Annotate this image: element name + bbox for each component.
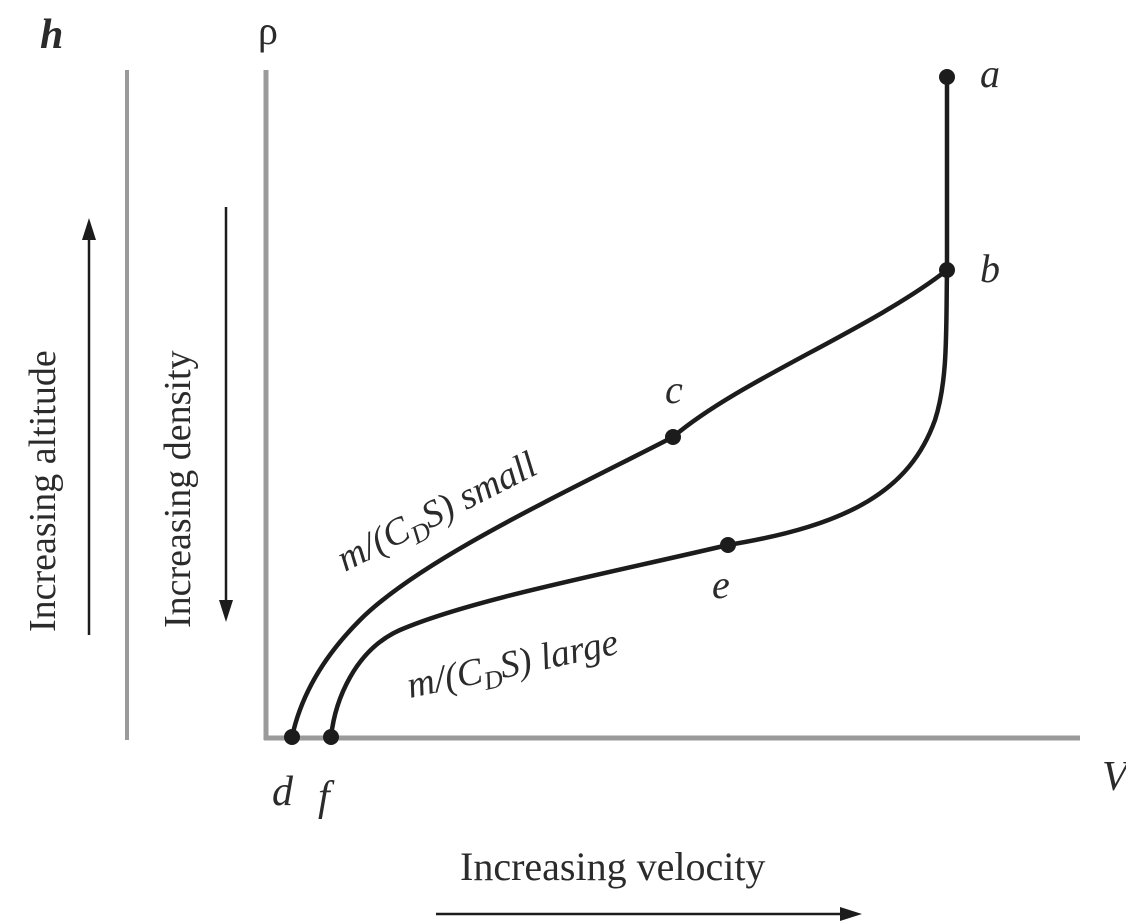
density-arrow-head (219, 600, 233, 622)
point-b (939, 262, 955, 278)
increasing-density-label: Increasing density (157, 350, 199, 628)
point-e-label: e (712, 562, 730, 607)
curve-large-label: m/(CDS) large (403, 621, 623, 712)
point-a (939, 69, 955, 85)
point-f (323, 729, 339, 745)
point-d (284, 729, 300, 745)
curve-small-label-rest: ) small (430, 443, 544, 529)
velocity-arrow-head (840, 907, 862, 921)
altitude-axis-label: h (40, 12, 63, 58)
increasing-altitude-label: Increasing altitude (22, 350, 64, 632)
point-e (720, 537, 736, 553)
point-c (665, 429, 681, 445)
curve-large-label-rest: ) large (512, 621, 622, 684)
point-a-label: a (980, 51, 1000, 96)
point-b-label: b (980, 246, 1000, 291)
altitude-arrow-head (82, 218, 96, 240)
curve-small-label-prefix: m/(C (330, 508, 417, 580)
velocity-axis-label: V (1102, 754, 1126, 800)
point-f-label: f (318, 774, 335, 820)
curve-large-label-prefix: m/(C (403, 650, 487, 707)
curve-small (289, 267, 950, 740)
point-c-label: c (665, 367, 683, 412)
density-axis-label: ρ (258, 8, 278, 53)
increasing-velocity-label: Increasing velocity (460, 844, 765, 889)
point-d-label: d (272, 769, 294, 815)
